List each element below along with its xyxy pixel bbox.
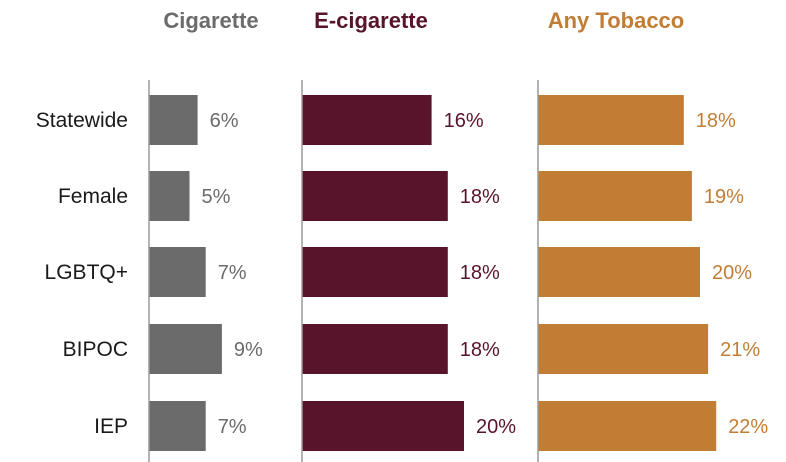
value-label-cigarette-iep: 7% — [218, 416, 247, 438]
value-label-e-cigarette-iep: 20% — [476, 416, 516, 438]
category-label-lgbtq: LGBTQ+ — [45, 261, 128, 284]
bar-any-tobacco-statewide — [538, 95, 684, 145]
panel-title-any-tobacco: Any Tobacco — [548, 8, 685, 33]
value-label-cigarette-lgbtq: 7% — [218, 262, 247, 284]
bar-any-tobacco-lgbtq — [538, 247, 700, 297]
category-label-statewide: Statewide — [36, 109, 128, 132]
value-label-e-cigarette-lgbtq: 18% — [460, 262, 500, 284]
value-label-cigarette-bipoc: 9% — [234, 339, 263, 361]
bar-cigarette-female — [149, 171, 190, 221]
bar-cigarette-lgbtq — [149, 247, 206, 297]
bar-e-cigarette-lgbtq — [302, 247, 448, 297]
value-label-cigarette-female: 5% — [202, 186, 231, 208]
category-label-bipoc: BIPOC — [63, 338, 128, 361]
bar-cigarette-bipoc — [149, 324, 222, 374]
value-label-any-tobacco-statewide: 18% — [696, 110, 736, 132]
category-label-female: Female — [58, 185, 128, 208]
bar-cigarette-iep — [149, 401, 206, 451]
value-label-any-tobacco-iep: 22% — [728, 416, 768, 438]
panel-title-e-cigarette: E-cigarette — [314, 8, 428, 33]
value-label-e-cigarette-female: 18% — [460, 186, 500, 208]
panel-title-cigarette: Cigarette — [163, 8, 258, 33]
bar-e-cigarette-bipoc — [302, 324, 448, 374]
value-label-any-tobacco-lgbtq: 20% — [712, 262, 752, 284]
value-label-e-cigarette-bipoc: 18% — [460, 339, 500, 361]
value-label-cigarette-statewide: 6% — [210, 110, 239, 132]
bar-e-cigarette-statewide — [302, 95, 432, 145]
bar-e-cigarette-female — [302, 171, 448, 221]
bar-cigarette-statewide — [149, 95, 198, 145]
bar-any-tobacco-female — [538, 171, 692, 221]
bar-any-tobacco-bipoc — [538, 324, 709, 374]
category-label-iep: IEP — [94, 415, 128, 438]
value-label-e-cigarette-statewide: 16% — [444, 110, 484, 132]
value-label-any-tobacco-female: 19% — [704, 186, 744, 208]
bar-e-cigarette-iep — [302, 401, 464, 451]
value-label-any-tobacco-bipoc: 21% — [720, 339, 760, 361]
bar-any-tobacco-iep — [538, 401, 717, 451]
